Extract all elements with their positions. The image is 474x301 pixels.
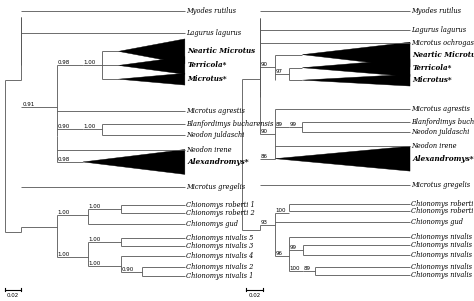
Text: Alexandromys*: Alexandromys* (412, 155, 474, 163)
Text: 96: 96 (275, 251, 283, 256)
Text: 99: 99 (290, 245, 297, 250)
Text: 100: 100 (275, 208, 286, 213)
Text: 90: 90 (260, 129, 267, 134)
Text: 1.00: 1.00 (88, 261, 100, 266)
Text: Chionomys nivalis 1: Chionomys nivalis 1 (186, 272, 254, 281)
Polygon shape (302, 59, 410, 76)
Text: 0.90: 0.90 (121, 267, 134, 272)
Text: Terricola*: Terricola* (187, 61, 227, 70)
Text: 0.98: 0.98 (57, 60, 70, 65)
Text: 0.98: 0.98 (57, 157, 70, 162)
Text: Chionomys roberti 2: Chionomys roberti 2 (186, 209, 255, 217)
Text: 89: 89 (304, 266, 311, 271)
Polygon shape (275, 146, 410, 171)
Text: 1.00: 1.00 (57, 252, 70, 257)
Text: Chionomys nivalis 3: Chionomys nivalis 3 (411, 241, 474, 250)
Text: Chionomys nivalis 5: Chionomys nivalis 5 (411, 250, 474, 259)
Text: Blanfordimys bucharensis: Blanfordimys bucharensis (411, 118, 474, 126)
Text: Microtus gregelis: Microtus gregelis (411, 181, 471, 189)
Text: Microtus ochrogaster: Microtus ochrogaster (411, 39, 474, 47)
Text: Chionomys roberti 1: Chionomys roberti 1 (186, 201, 255, 209)
Text: Microtus*: Microtus* (187, 75, 227, 83)
Text: Neodon juldaschi: Neodon juldaschi (186, 131, 245, 139)
Text: 1.00: 1.00 (88, 237, 100, 242)
Text: 0.02: 0.02 (249, 293, 261, 299)
Text: 86: 86 (260, 154, 267, 159)
Text: Neodon irene: Neodon irene (186, 145, 232, 154)
Text: 0.91: 0.91 (22, 102, 35, 107)
Polygon shape (83, 150, 185, 174)
Text: 93: 93 (260, 220, 267, 225)
Polygon shape (118, 57, 185, 74)
Text: Chionomys nivalis 5: Chionomys nivalis 5 (186, 234, 254, 242)
Text: 1.00: 1.00 (83, 124, 96, 129)
Text: Chionomys nivalis 2: Chionomys nivalis 2 (411, 272, 474, 280)
Text: 99: 99 (290, 122, 297, 127)
Polygon shape (118, 73, 185, 85)
Text: Chionomys roberti 2: Chionomys roberti 2 (411, 207, 474, 215)
Text: Myodes rutilus: Myodes rutilus (186, 8, 236, 15)
Text: Terricola*: Terricola* (412, 64, 452, 72)
Text: Neartic Microtus: Neartic Microtus (412, 51, 474, 59)
Text: 1.00: 1.00 (57, 210, 70, 215)
Text: Chionomys nivalis 4: Chionomys nivalis 4 (411, 233, 474, 241)
Text: Microtus agrestis: Microtus agrestis (411, 105, 470, 113)
Text: Chionomys nivalis 2: Chionomys nivalis 2 (186, 263, 254, 271)
Text: Microtus agrestis: Microtus agrestis (186, 107, 245, 115)
Text: Chionomys nivalis 3: Chionomys nivalis 3 (186, 242, 254, 250)
Text: 0.90: 0.90 (57, 124, 70, 129)
Text: 90: 90 (260, 62, 267, 67)
Polygon shape (302, 42, 410, 67)
Text: Chionomys nivalis 1: Chionomys nivalis 1 (411, 263, 474, 271)
Text: 0.02: 0.02 (7, 293, 19, 299)
Text: Chionomys gud: Chionomys gud (186, 220, 238, 228)
Text: 97: 97 (275, 69, 283, 74)
Text: 89: 89 (275, 122, 283, 127)
Polygon shape (118, 39, 185, 64)
Text: Myodes rutilus: Myodes rutilus (411, 8, 461, 15)
Text: Neodon juldaschi: Neodon juldaschi (411, 128, 470, 136)
Text: 1.00: 1.00 (88, 204, 100, 209)
Text: Chionomys gud: Chionomys gud (411, 219, 464, 226)
Text: Alexandromys*: Alexandromys* (187, 158, 249, 166)
Text: 1.00: 1.00 (83, 60, 96, 65)
Text: Microtus gregelis: Microtus gregelis (186, 183, 246, 191)
Text: Microtus*: Microtus* (412, 76, 452, 84)
Text: Lagurus lagurus: Lagurus lagurus (186, 29, 241, 37)
Text: Chionomys roberti 1: Chionomys roberti 1 (411, 200, 474, 207)
Text: 100: 100 (290, 266, 300, 271)
Polygon shape (302, 74, 410, 86)
Text: Neodon irene: Neodon irene (411, 142, 457, 150)
Text: Blanfordimys bucharensis: Blanfordimys bucharensis (186, 120, 273, 128)
Text: Chionomys nivalis 4: Chionomys nivalis 4 (186, 252, 254, 260)
Text: Lagurus lagurus: Lagurus lagurus (411, 26, 466, 34)
Text: Neartic Microtus: Neartic Microtus (187, 47, 255, 55)
